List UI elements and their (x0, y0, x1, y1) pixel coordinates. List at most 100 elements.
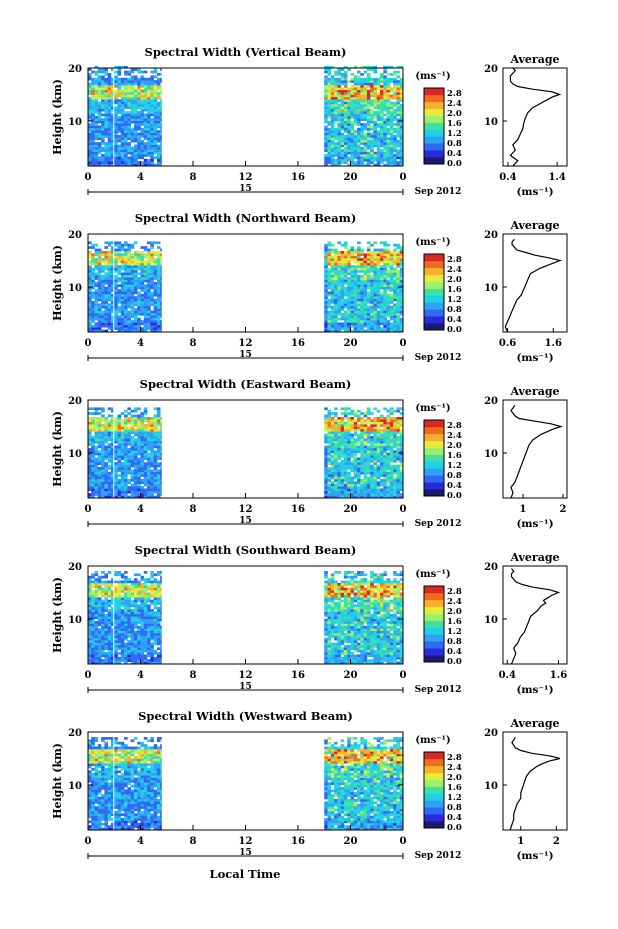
heatmap-cell (101, 305, 105, 309)
heatmap-cell (383, 483, 387, 487)
heatmap-cell (340, 478, 345, 482)
heatmap-cell (393, 298, 397, 302)
heatmap-cell (399, 108, 404, 112)
heatmap-cell (380, 312, 384, 316)
heatmap-cell (120, 305, 125, 309)
heatmap-cell (363, 115, 368, 119)
heatmap-cell (127, 250, 131, 254)
heatmap-cell (334, 281, 338, 285)
heatmap-cell (150, 250, 154, 254)
heatmap-cell (330, 156, 335, 160)
profile-x-tick-label: 1.4 (548, 172, 565, 183)
heatmap-cell (110, 459, 114, 463)
heatmap-cell (337, 84, 341, 88)
heatmap-cell (330, 284, 335, 287)
heatmap-cell (107, 320, 112, 323)
heatmap-cell (153, 139, 158, 143)
heatmap-cell (363, 270, 368, 273)
heatmap-cell (153, 80, 158, 83)
heatmap-cell (110, 464, 114, 468)
heatmap-cell (396, 151, 401, 155)
heatmap-cell (343, 281, 348, 285)
heatmap-cell (334, 101, 338, 105)
heatmap-cell (353, 431, 358, 434)
heatmap-cell (386, 279, 391, 283)
heatmap-cell (334, 293, 338, 297)
heatmap-cell (117, 270, 122, 273)
heatmap-cell (383, 120, 387, 124)
heatmap-cell (383, 258, 387, 261)
heatmap-cell (399, 277, 404, 280)
heatmap-cell (393, 118, 397, 121)
heatmap-cell (133, 493, 138, 496)
heatmap-cell (389, 409, 394, 413)
heatmap-cell (91, 443, 95, 446)
heatmap-cell (366, 320, 371, 323)
heatmap-cell (370, 312, 374, 316)
heatmap-cell (366, 305, 371, 309)
colorbar-tick-label: 2.4 (447, 265, 462, 275)
heatmap-cell (130, 96, 135, 100)
heatmap-cell (133, 253, 138, 257)
heatmap-cell (107, 467, 112, 470)
heatmap-cell (124, 298, 128, 302)
heatmap-cell (133, 156, 138, 160)
heatmap-cell (360, 73, 364, 76)
heatmap-cell (104, 246, 108, 249)
heatmap-cell (324, 464, 328, 468)
heatmap-cell (117, 486, 122, 489)
heatmap-cell (334, 135, 338, 138)
colorbar-swatch (424, 157, 444, 165)
heatmap-cell (376, 284, 381, 287)
heatmap-cell (124, 277, 128, 280)
heatmap-cell (156, 329, 161, 333)
heatmap-cell (383, 433, 387, 437)
heatmap-cell (337, 92, 341, 95)
heatmap-cell (140, 92, 145, 95)
heatmap-cell (347, 284, 351, 287)
heatmap-cell (324, 450, 328, 453)
heatmap-cell (363, 301, 368, 304)
heatmap-cell (366, 258, 371, 261)
heatmap-cell (140, 89, 145, 93)
heatmap-cell (393, 243, 397, 247)
heatmap-cell (327, 248, 332, 252)
heatmap-cell (373, 483, 378, 487)
heatmap-cell (117, 428, 122, 432)
heatmap-cell (340, 317, 345, 321)
colorbar-swatch (424, 150, 444, 158)
heatmap-cell (360, 464, 364, 468)
heatmap-cell (130, 296, 135, 299)
heatmap-cell (107, 450, 112, 453)
heatmap-cell (373, 324, 378, 328)
heatmap-cell (360, 438, 364, 442)
heatmap-cell (120, 125, 125, 129)
heatmap-cell (124, 450, 128, 453)
heatmap-cell (396, 447, 401, 451)
heatmap-cell (343, 115, 348, 119)
heatmap-cell (120, 156, 125, 160)
heatmap-cell (350, 277, 355, 280)
heatmap-cell (137, 452, 141, 456)
heatmap-cell (147, 455, 151, 458)
heatmap-cell (383, 130, 387, 133)
heatmap-cell (160, 265, 162, 268)
heatmap-cell (353, 471, 358, 475)
heatmap-cell (140, 163, 145, 167)
heatmap-cell (88, 96, 92, 100)
heatmap-cell (130, 279, 135, 283)
heatmap-cell (343, 303, 348, 307)
heatmap-cell (396, 289, 401, 292)
heatmap-cell (393, 158, 397, 162)
heatmap-cell (120, 296, 125, 299)
heatmap-cell (130, 286, 135, 290)
heatmap-cell (97, 156, 102, 160)
heatmap-cell (110, 471, 114, 475)
heatmap-cell (340, 267, 345, 271)
heatmap-cell (120, 419, 125, 423)
heatmap-cell (363, 305, 368, 309)
heatmap-cell (376, 438, 381, 442)
heatmap-cell (143, 483, 148, 487)
heatmap-cell (94, 476, 99, 480)
heatmap-cell (324, 445, 328, 449)
